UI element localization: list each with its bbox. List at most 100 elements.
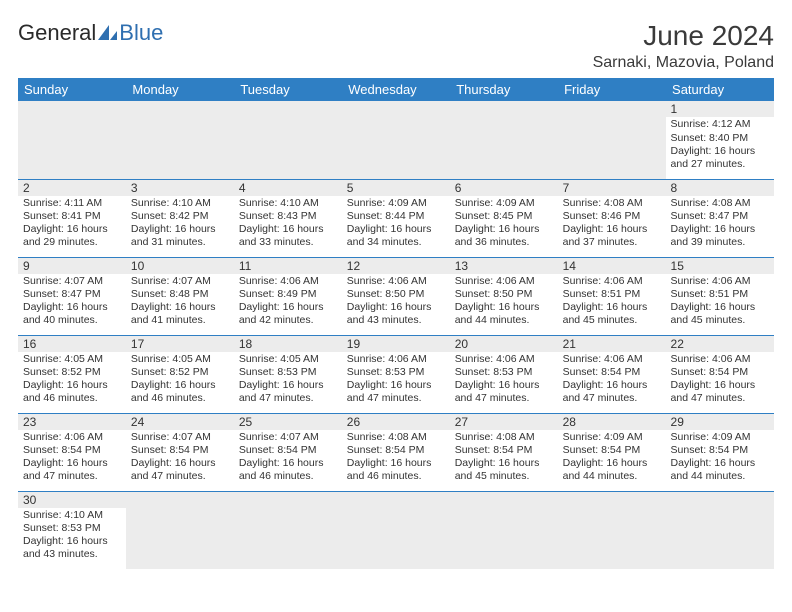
day-details: Sunrise: 4:05 AMSunset: 8:52 PMDaylight:… (126, 352, 234, 408)
title-block: June 2024 Sarnaki, Mazovia, Poland (593, 20, 774, 72)
day-details: Sunrise: 4:09 AMSunset: 8:54 PMDaylight:… (558, 430, 666, 486)
day-details: Sunrise: 4:08 AMSunset: 8:54 PMDaylight:… (342, 430, 450, 486)
calendar-cell (450, 491, 558, 569)
sunrise-text: Sunrise: 4:06 AM (239, 275, 337, 288)
day-number: 17 (126, 336, 234, 352)
daylight-text: Daylight: 16 hours and 46 minutes. (347, 457, 445, 483)
sunset-text: Sunset: 8:43 PM (239, 210, 337, 223)
sail-icon (98, 22, 118, 48)
day-details: Sunrise: 4:06 AMSunset: 8:51 PMDaylight:… (666, 274, 774, 330)
calendar-cell (450, 101, 558, 179)
day-number: 5 (342, 180, 450, 196)
day-number: 24 (126, 414, 234, 430)
calendar-cell: 16Sunrise: 4:05 AMSunset: 8:52 PMDayligh… (18, 335, 126, 413)
day-number: 13 (450, 258, 558, 274)
sunrise-text: Sunrise: 4:10 AM (23, 509, 121, 522)
day-number: 18 (234, 336, 342, 352)
day-number: 23 (18, 414, 126, 430)
logo-text-1: General (18, 20, 96, 46)
calendar-cell: 25Sunrise: 4:07 AMSunset: 8:54 PMDayligh… (234, 413, 342, 491)
day-number: 12 (342, 258, 450, 274)
day-details: Sunrise: 4:08 AMSunset: 8:54 PMDaylight:… (450, 430, 558, 486)
sunset-text: Sunset: 8:53 PM (347, 366, 445, 379)
day-details: Sunrise: 4:06 AMSunset: 8:51 PMDaylight:… (558, 274, 666, 330)
sunrise-text: Sunrise: 4:06 AM (347, 353, 445, 366)
calendar-cell: 28Sunrise: 4:09 AMSunset: 8:54 PMDayligh… (558, 413, 666, 491)
calendar-cell (666, 491, 774, 569)
calendar-cell (558, 101, 666, 179)
sunset-text: Sunset: 8:49 PM (239, 288, 337, 301)
sunset-text: Sunset: 8:53 PM (455, 366, 553, 379)
calendar-row: 9Sunrise: 4:07 AMSunset: 8:47 PMDaylight… (18, 257, 774, 335)
calendar-cell: 8Sunrise: 4:08 AMSunset: 8:47 PMDaylight… (666, 179, 774, 257)
daylight-text: Daylight: 16 hours and 44 minutes. (455, 301, 553, 327)
calendar-cell: 30Sunrise: 4:10 AMSunset: 8:53 PMDayligh… (18, 491, 126, 569)
day-number: 7 (558, 180, 666, 196)
daylight-text: Daylight: 16 hours and 42 minutes. (239, 301, 337, 327)
weekday-header: Saturday (666, 78, 774, 101)
day-details: Sunrise: 4:06 AMSunset: 8:54 PMDaylight:… (558, 352, 666, 408)
daylight-text: Daylight: 16 hours and 47 minutes. (239, 379, 337, 405)
day-details: Sunrise: 4:05 AMSunset: 8:53 PMDaylight:… (234, 352, 342, 408)
calendar-cell: 17Sunrise: 4:05 AMSunset: 8:52 PMDayligh… (126, 335, 234, 413)
calendar-cell: 4Sunrise: 4:10 AMSunset: 8:43 PMDaylight… (234, 179, 342, 257)
daylight-text: Daylight: 16 hours and 37 minutes. (563, 223, 661, 249)
day-details: Sunrise: 4:12 AMSunset: 8:40 PMDaylight:… (666, 117, 774, 173)
day-number: 20 (450, 336, 558, 352)
location: Sarnaki, Mazovia, Poland (593, 54, 774, 72)
day-details: Sunrise: 4:08 AMSunset: 8:46 PMDaylight:… (558, 196, 666, 252)
sunset-text: Sunset: 8:47 PM (23, 288, 121, 301)
sunset-text: Sunset: 8:54 PM (563, 366, 661, 379)
daylight-text: Daylight: 16 hours and 33 minutes. (239, 223, 337, 249)
calendar-cell: 24Sunrise: 4:07 AMSunset: 8:54 PMDayligh… (126, 413, 234, 491)
day-details: Sunrise: 4:09 AMSunset: 8:44 PMDaylight:… (342, 196, 450, 252)
calendar-cell: 5Sunrise: 4:09 AMSunset: 8:44 PMDaylight… (342, 179, 450, 257)
calendar-cell: 19Sunrise: 4:06 AMSunset: 8:53 PMDayligh… (342, 335, 450, 413)
sunset-text: Sunset: 8:54 PM (23, 444, 121, 457)
day-number: 15 (666, 258, 774, 274)
sunrise-text: Sunrise: 4:08 AM (455, 431, 553, 444)
sunrise-text: Sunrise: 4:05 AM (131, 353, 229, 366)
day-number: 6 (450, 180, 558, 196)
sunrise-text: Sunrise: 4:09 AM (563, 431, 661, 444)
sunset-text: Sunset: 8:47 PM (671, 210, 769, 223)
sunrise-text: Sunrise: 4:06 AM (455, 275, 553, 288)
daylight-text: Daylight: 16 hours and 44 minutes. (671, 457, 769, 483)
calendar-cell: 18Sunrise: 4:05 AMSunset: 8:53 PMDayligh… (234, 335, 342, 413)
calendar-cell: 27Sunrise: 4:08 AMSunset: 8:54 PMDayligh… (450, 413, 558, 491)
daylight-text: Daylight: 16 hours and 44 minutes. (563, 457, 661, 483)
daylight-text: Daylight: 16 hours and 46 minutes. (131, 379, 229, 405)
calendar-cell (18, 101, 126, 179)
sunrise-text: Sunrise: 4:08 AM (347, 431, 445, 444)
sunrise-text: Sunrise: 4:06 AM (347, 275, 445, 288)
sunset-text: Sunset: 8:54 PM (455, 444, 553, 457)
calendar-cell (342, 101, 450, 179)
day-details: Sunrise: 4:10 AMSunset: 8:42 PMDaylight:… (126, 196, 234, 252)
logo-text-2: Blue (119, 20, 163, 46)
sunset-text: Sunset: 8:54 PM (239, 444, 337, 457)
sunrise-text: Sunrise: 4:06 AM (23, 431, 121, 444)
day-details: Sunrise: 4:06 AMSunset: 8:54 PMDaylight:… (18, 430, 126, 486)
sunrise-text: Sunrise: 4:06 AM (563, 275, 661, 288)
weekday-header: Friday (558, 78, 666, 101)
sunset-text: Sunset: 8:50 PM (347, 288, 445, 301)
day-number: 30 (18, 492, 126, 508)
sunset-text: Sunset: 8:41 PM (23, 210, 121, 223)
day-number: 27 (450, 414, 558, 430)
weekday-header: Tuesday (234, 78, 342, 101)
day-details: Sunrise: 4:09 AMSunset: 8:45 PMDaylight:… (450, 196, 558, 252)
daylight-text: Daylight: 16 hours and 39 minutes. (671, 223, 769, 249)
daylight-text: Daylight: 16 hours and 45 minutes. (671, 301, 769, 327)
day-number: 11 (234, 258, 342, 274)
day-number: 29 (666, 414, 774, 430)
day-details: Sunrise: 4:06 AMSunset: 8:53 PMDaylight:… (342, 352, 450, 408)
daylight-text: Daylight: 16 hours and 47 minutes. (455, 379, 553, 405)
sunrise-text: Sunrise: 4:09 AM (671, 431, 769, 444)
day-details: Sunrise: 4:05 AMSunset: 8:52 PMDaylight:… (18, 352, 126, 408)
daylight-text: Daylight: 16 hours and 47 minutes. (23, 457, 121, 483)
calendar-cell: 15Sunrise: 4:06 AMSunset: 8:51 PMDayligh… (666, 257, 774, 335)
sunset-text: Sunset: 8:40 PM (671, 132, 769, 145)
calendar-cell: 29Sunrise: 4:09 AMSunset: 8:54 PMDayligh… (666, 413, 774, 491)
sunset-text: Sunset: 8:48 PM (131, 288, 229, 301)
day-number: 26 (342, 414, 450, 430)
